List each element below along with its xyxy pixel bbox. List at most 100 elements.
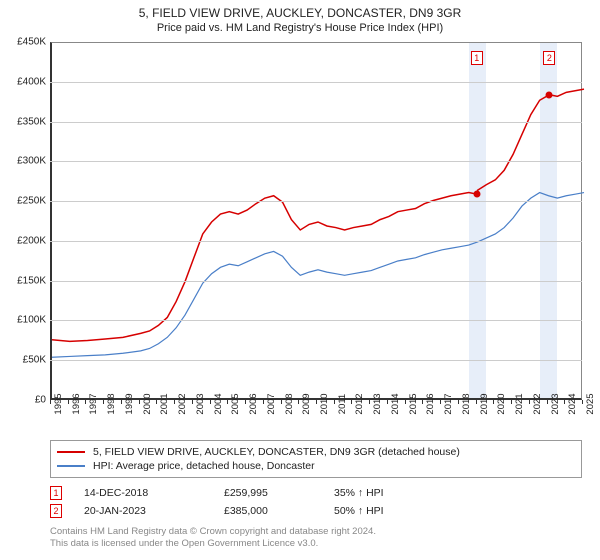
attribution: Contains HM Land Registry data © Crown c… [50,526,582,551]
y-tick-label: £400K [0,76,46,87]
x-tick-label: 2018 [461,393,472,414]
chart-lines [52,43,581,398]
x-tick-mark [458,400,459,404]
y-tick-label: £250K [0,196,46,207]
legend-swatch-hpi [57,465,85,467]
x-tick-label: 2007 [266,393,277,414]
plot-area: 12 [50,42,582,400]
x-tick-mark [174,400,175,404]
y-tick-label: £150K [0,275,46,286]
x-tick-mark [369,400,370,404]
x-tick-label: 2015 [408,393,419,414]
gridline [50,241,582,242]
sale-marker-dot [473,191,480,198]
x-tick-mark [405,400,406,404]
x-tick-mark [511,400,512,404]
x-tick-label: 2024 [567,393,578,414]
sale-marker-box: 2 [543,51,555,65]
x-tick-mark [263,400,264,404]
x-tick-label: 2009 [301,393,312,414]
legend-box: 5, FIELD VIEW DRIVE, AUCKLEY, DONCASTER,… [50,440,582,478]
x-tick-label: 2001 [159,393,170,414]
x-tick-mark [245,400,246,404]
sale-price: £259,995 [224,487,324,499]
gridline [50,201,582,202]
x-tick-label: 2016 [425,393,436,414]
attribution-line: Contains HM Land Registry data © Crown c… [50,526,582,538]
y-tick-label: £0 [0,395,46,406]
sales-table-row: 1 14-DEC-2018 £259,995 35% ↑ HPI [50,484,582,502]
gridline [50,281,582,282]
x-tick-label: 2008 [284,393,295,414]
x-tick-mark [387,400,388,404]
x-tick-mark [85,400,86,404]
series-line-subject [52,89,584,341]
x-tick-label: 2017 [443,393,454,414]
gridline [50,82,582,83]
x-tick-label: 1998 [106,393,117,414]
x-tick-label: 1996 [71,393,82,414]
legend-label-subject: 5, FIELD VIEW DRIVE, AUCKLEY, DONCASTER,… [93,446,460,458]
x-tick-mark [298,400,299,404]
legend-row: 5, FIELD VIEW DRIVE, AUCKLEY, DONCASTER,… [57,445,575,459]
legend-label-hpi: HPI: Average price, detached house, Donc… [93,460,315,472]
x-tick-label: 2025 [585,393,596,414]
x-tick-label: 2002 [177,393,188,414]
x-tick-label: 2021 [514,393,525,414]
sale-marker-box: 1 [471,51,483,65]
x-tick-label: 2010 [319,393,330,414]
x-tick-label: 2014 [390,393,401,414]
x-tick-label: 1999 [124,393,135,414]
x-tick-label: 2004 [213,393,224,414]
attribution-line: This data is licensed under the Open Gov… [50,538,582,550]
x-tick-label: 1995 [53,393,64,414]
sale-date: 20-JAN-2023 [84,505,214,517]
x-tick-mark [210,400,211,404]
x-tick-label: 1997 [88,393,99,414]
x-tick-mark [564,400,565,404]
chart-footer: 5, FIELD VIEW DRIVE, AUCKLEY, DONCASTER,… [50,440,582,551]
y-tick-label: £300K [0,156,46,167]
x-tick-label: 2020 [496,393,507,414]
sales-table-row: 2 20-JAN-2023 £385,000 50% ↑ HPI [50,502,582,520]
sale-date: 14-DEC-2018 [84,487,214,499]
gridline [50,360,582,361]
chart-container: 5, FIELD VIEW DRIVE, AUCKLEY, DONCASTER,… [0,0,600,560]
x-tick-mark [281,400,282,404]
x-tick-mark [139,400,140,404]
sale-vs-hpi: 35% ↑ HPI [334,487,444,499]
x-tick-mark [192,400,193,404]
gridline [50,320,582,321]
x-tick-mark [493,400,494,404]
y-tick-label: £450K [0,37,46,48]
x-tick-mark [476,400,477,404]
sale-vs-hpi: 50% ↑ HPI [334,505,444,517]
chart-subtitle: Price paid vs. HM Land Registry's House … [0,20,600,38]
x-tick-mark [422,400,423,404]
x-tick-mark [547,400,548,404]
x-tick-mark [50,400,51,404]
y-tick-label: £200K [0,235,46,246]
x-tick-mark [529,400,530,404]
sale-price: £385,000 [224,505,324,517]
chart-title: 5, FIELD VIEW DRIVE, AUCKLEY, DONCASTER,… [0,0,600,20]
x-tick-mark [334,400,335,404]
x-tick-label: 2000 [142,393,153,414]
sale-marker-dot [546,91,553,98]
sale-index-badge: 1 [50,486,62,500]
x-tick-mark [103,400,104,404]
x-tick-mark [227,400,228,404]
y-tick-label: £50K [0,355,46,366]
x-tick-label: 2013 [372,393,383,414]
x-tick-label: 2023 [550,393,561,414]
sales-table: 1 14-DEC-2018 £259,995 35% ↑ HPI 2 20-JAN-202… [50,484,582,520]
x-tick-label: 2003 [195,393,206,414]
x-tick-label: 2006 [248,393,259,414]
sale-index-badge: 2 [50,504,62,518]
x-tick-mark [582,400,583,404]
x-tick-mark [351,400,352,404]
x-tick-label: 2012 [354,393,365,414]
x-tick-mark [316,400,317,404]
legend-swatch-subject [57,451,85,453]
x-tick-mark [156,400,157,404]
